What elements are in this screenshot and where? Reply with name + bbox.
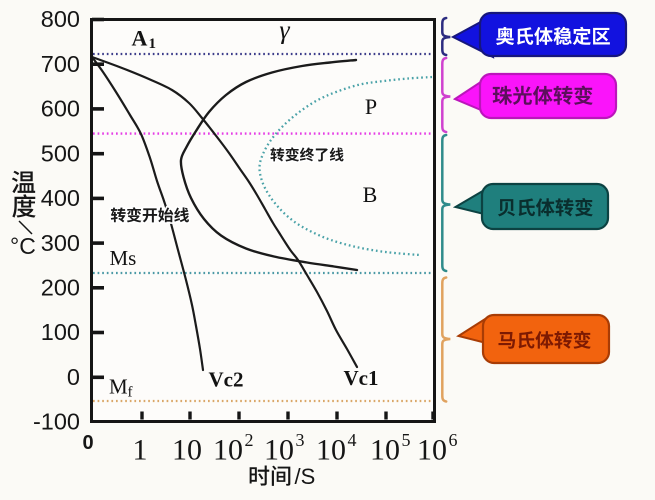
svg-text:3: 3	[296, 430, 305, 450]
svg-text:600: 600	[41, 96, 80, 122]
svg-text:°C: °C	[10, 233, 36, 259]
svg-text:200: 200	[41, 275, 80, 301]
svg-text:f: f	[128, 385, 133, 401]
svg-text:4: 4	[348, 430, 357, 450]
svg-text:800: 800	[41, 6, 80, 32]
svg-text:0: 0	[67, 364, 80, 390]
svg-text:100: 100	[41, 319, 80, 345]
svg-text:/S: /S	[295, 464, 316, 489]
svg-text:6: 6	[449, 430, 458, 450]
svg-text:-100: -100	[33, 409, 80, 435]
svg-text:5: 5	[402, 430, 411, 450]
svg-text:0: 0	[82, 432, 93, 454]
svg-text:10: 10	[370, 434, 400, 467]
svg-text:Ms: Ms	[110, 246, 137, 270]
svg-text:γ: γ	[279, 16, 290, 45]
svg-text:500: 500	[41, 140, 80, 166]
svg-text:Vc2: Vc2	[209, 368, 244, 392]
svg-text:10: 10	[264, 434, 294, 467]
svg-text:10: 10	[172, 434, 202, 467]
svg-text:400: 400	[41, 185, 80, 211]
svg-text:Vc1: Vc1	[344, 366, 379, 390]
svg-text:300: 300	[41, 230, 80, 256]
svg-text:700: 700	[41, 51, 80, 77]
svg-text:1: 1	[149, 36, 157, 52]
svg-text:10: 10	[417, 434, 447, 467]
svg-text:2: 2	[245, 430, 254, 450]
svg-text:A: A	[132, 26, 148, 51]
svg-text:M: M	[109, 375, 128, 399]
svg-text:10: 10	[316, 434, 346, 467]
svg-text:B: B	[363, 182, 378, 207]
svg-text:P: P	[365, 94, 377, 119]
svg-text:1: 1	[133, 434, 148, 467]
svg-text:10: 10	[213, 434, 243, 467]
